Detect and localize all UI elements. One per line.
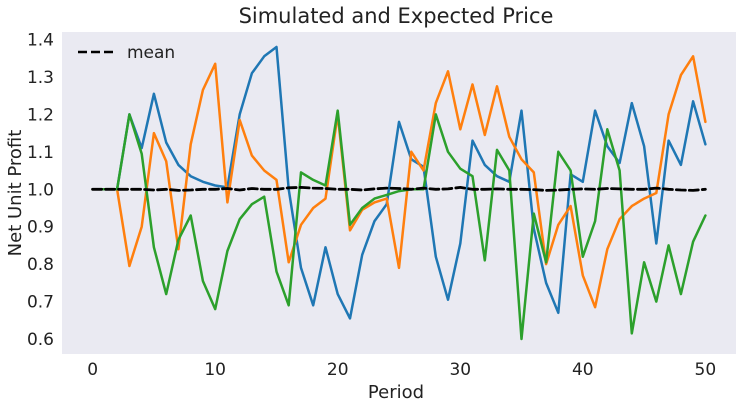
series-line-1 xyxy=(91,45,707,320)
series-line-mean xyxy=(91,185,707,192)
y-tick-label: 1.2 xyxy=(27,105,54,125)
x-tick-label: 30 xyxy=(449,360,471,380)
series-lines xyxy=(91,45,707,341)
y-tick-label: 0.7 xyxy=(27,293,54,313)
y-axis-ticks: 0.6 0.7 0.8 0.9 1.0 1.1 1.2 1.3 1.4 xyxy=(27,30,54,350)
y-tick-label: 1.0 xyxy=(27,180,54,200)
x-tick-label: 20 xyxy=(327,360,349,380)
x-tick-label: 0 xyxy=(87,360,98,380)
y-tick-label: 0.6 xyxy=(27,330,54,350)
x-tick-label: 10 xyxy=(204,360,226,380)
plot-area xyxy=(62,32,736,354)
series-line-3 xyxy=(91,109,707,341)
legend: mean xyxy=(78,43,175,63)
y-tick-label: 1.4 xyxy=(27,30,54,50)
x-axis-label: Period xyxy=(368,382,424,403)
series-line-2 xyxy=(91,55,707,309)
legend-mean-label: mean xyxy=(127,43,175,63)
x-tick-label: 40 xyxy=(572,360,594,380)
y-tick-label: 1.1 xyxy=(27,143,54,163)
x-axis-ticks: 0 10 20 30 40 50 xyxy=(87,360,716,380)
y-tick-label: 1.3 xyxy=(27,68,54,88)
x-tick-label: 50 xyxy=(695,360,717,380)
y-tick-label: 0.9 xyxy=(27,218,54,238)
y-axis-label: Net Unit Profit xyxy=(5,130,26,257)
y-tick-label: 0.8 xyxy=(27,255,54,275)
chart-title: Simulated and Expected Price xyxy=(239,4,554,28)
